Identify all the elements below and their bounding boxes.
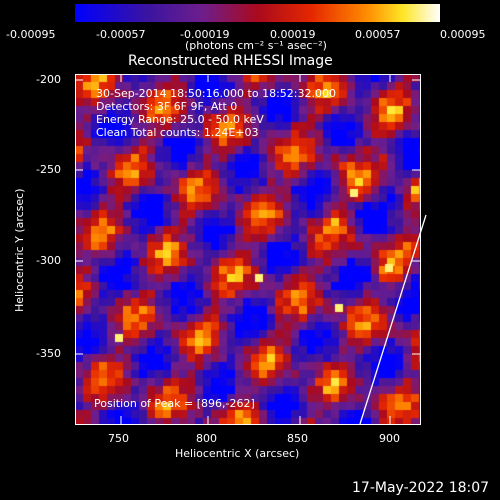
colorbar-tick-1: -0.00095 [6,28,56,41]
y-tick-label: -200 [36,73,61,86]
y-tick-label: -250 [36,163,61,176]
info-line-2: Detectors: 3F 6F 9F, Att 0 [96,100,238,113]
colorbar-units: (photons cm⁻² s⁻¹ asec⁻²) [185,39,327,52]
colorbar-tick-3: -0.00019 [180,28,230,41]
colorbar-tick-5: 0.00057 [355,28,401,41]
x-tick-label: 800 [196,432,217,445]
x-tick-label: 850 [287,432,308,445]
colorbar-tick-2: -0.00057 [96,28,146,41]
x-tick-label: 750 [108,432,129,445]
y-ticks [75,79,420,355]
y-tick-label: -300 [36,254,61,267]
colorbar-gradient [75,4,440,22]
x-ticks [120,74,391,424]
y-axis-label: Heliocentric Y (arcsec) [13,188,26,312]
x-axis-label: Heliocentric X (arcsec) [175,447,300,460]
peak-position: Position of Peak = [896,-262] [94,397,255,410]
info-line-1: 30-Sep-2014 18:50:16.000 to 18:52:32.000 [96,87,336,100]
image-title: Reconstructed RHESSI Image [128,53,333,69]
rhessi-image-map [75,74,420,424]
info-line-3: Energy Range: 25.0 - 50.0 keV [96,113,264,126]
plot-frame [75,74,421,425]
colorbar-tick-4: 0.00019 [270,28,316,41]
colorbar-tick-6: 0.00095 [440,28,486,41]
y-tick-label: -350 [36,347,61,360]
x-tick-label: 900 [379,432,400,445]
info-line-4: Clean Total counts: 1.24E+03 [96,126,259,139]
solar-limb-line [359,214,427,425]
render-timestamp: 17-May-2022 18:07 [352,480,490,496]
